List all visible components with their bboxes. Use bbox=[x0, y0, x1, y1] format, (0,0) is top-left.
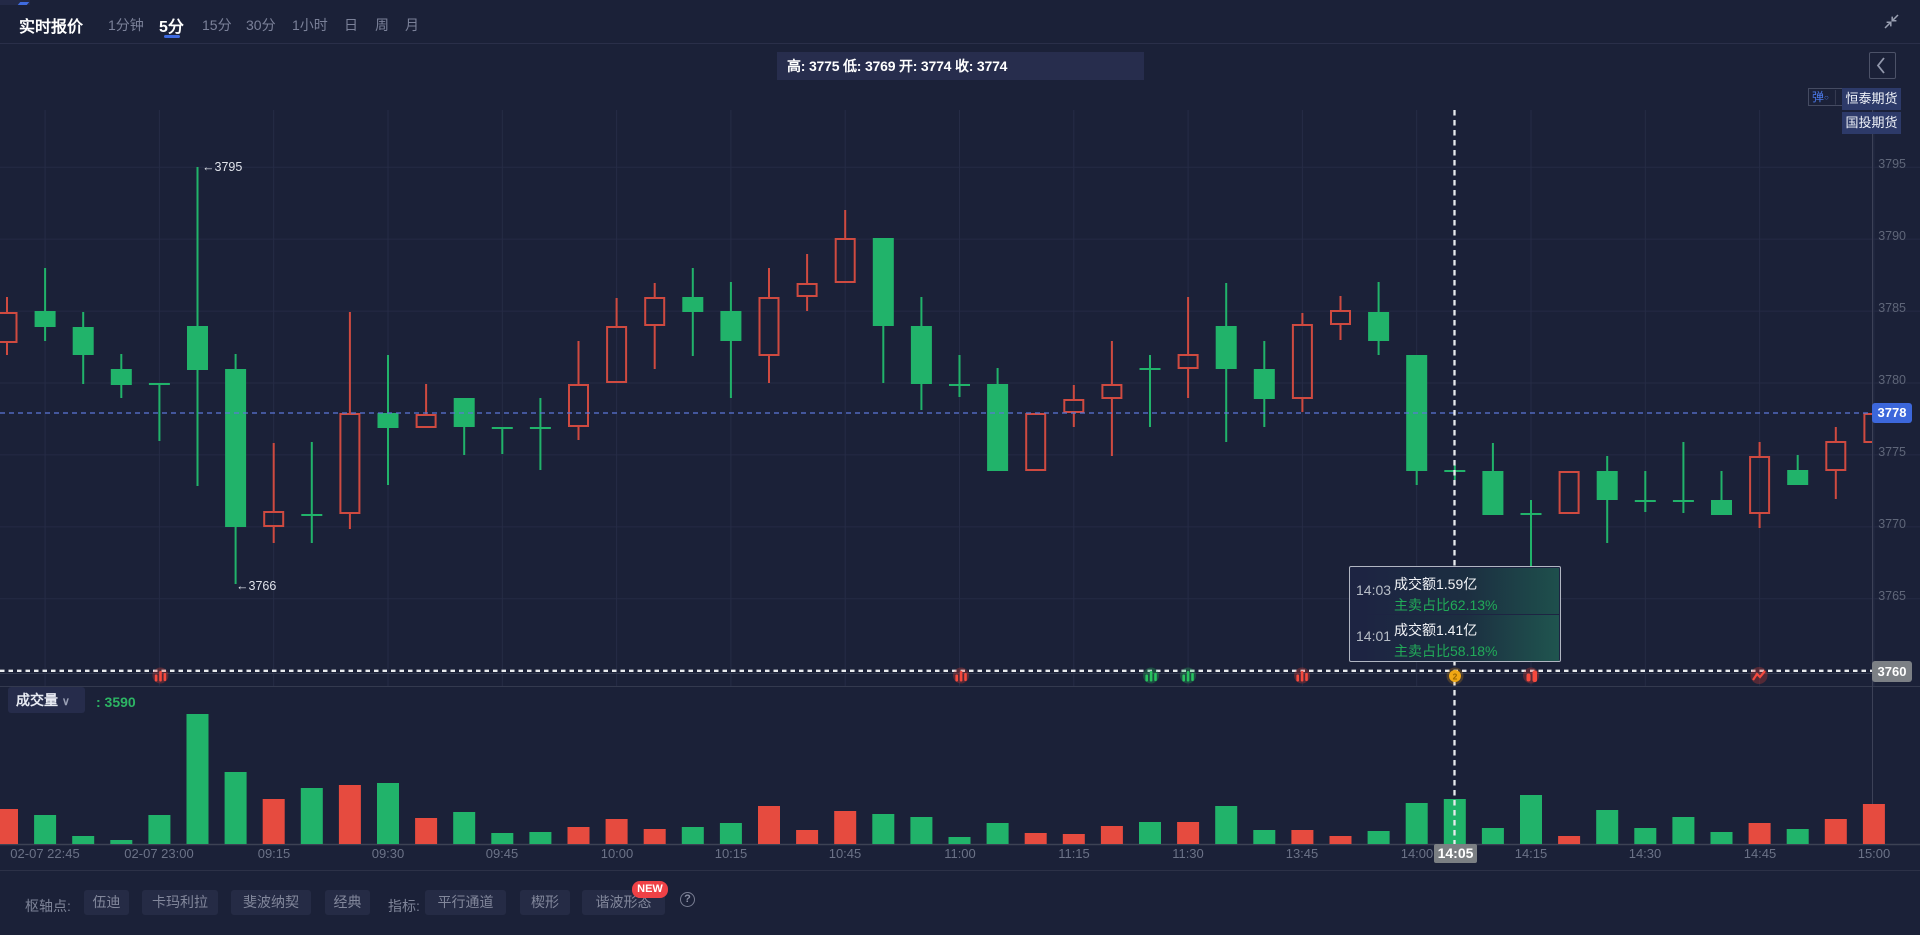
svg-text:←3795: ←3795 bbox=[202, 160, 242, 174]
svg-text:←3766: ←3766 bbox=[236, 579, 276, 593]
svg-text:2: 2 bbox=[1453, 672, 1458, 682]
